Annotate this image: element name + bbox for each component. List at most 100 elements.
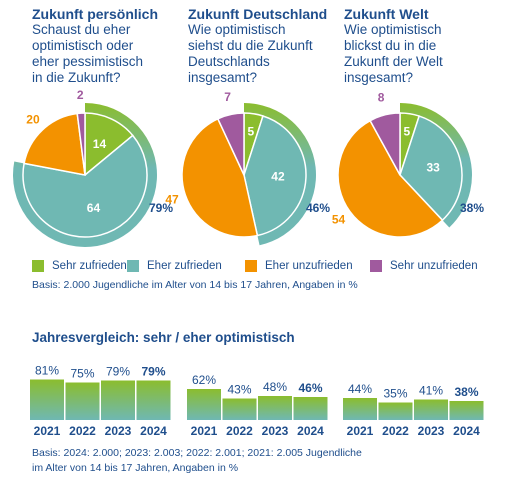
question-line: Zukunft der Welt: [344, 54, 443, 69]
slice-value-label: 33: [427, 161, 441, 175]
bar: [65, 382, 100, 420]
question-line: Deutschlands: [188, 54, 270, 69]
bar-value-label: 79%: [106, 365, 130, 379]
slice-value-label: 2: [77, 88, 84, 102]
bar: [378, 402, 413, 420]
bar: [449, 401, 484, 420]
slice-eher-zufrieden: [399, 115, 463, 222]
slice-eher-unzufrieden: [23, 112, 86, 176]
year-tick-label: 2022: [382, 424, 409, 438]
year-tick-label: 2021: [34, 424, 61, 438]
bar-value-label: 62%: [192, 373, 216, 387]
bar-value-label: 38%: [454, 385, 478, 399]
slice-sehr-zufrieden: [84, 112, 134, 177]
year-tick-label: 2023: [105, 424, 132, 438]
legend-swatch: [370, 260, 382, 272]
year-tick-label: 2022: [69, 424, 96, 438]
bar-value-label: 48%: [263, 380, 287, 394]
slice-eher-unzufrieden: [181, 117, 259, 238]
bar: [136, 380, 171, 420]
question-line: siehst du die Zukunft: [188, 38, 313, 53]
legend-swatch: [245, 260, 257, 272]
slice-value-label: 8: [378, 90, 385, 104]
slice-sehr-unzufrieden: [216, 112, 245, 176]
slice-value-label: 54: [332, 213, 346, 227]
legend-label: Sehr unzufrieden: [390, 260, 478, 272]
legend-item-eher-unzufrieden: Eher unzufrieden: [245, 260, 370, 272]
question-line: in die Zukunft?: [32, 70, 121, 85]
column-title: Zukunft persönlich: [32, 6, 158, 22]
slice-sehr-unzufrieden: [76, 112, 86, 176]
bar: [222, 398, 257, 420]
column-header-deutschland: Zukunft Deutschland Wie optimistisch sie…: [188, 6, 327, 86]
legend-label: Sehr zufrieden: [52, 260, 127, 272]
question-line: optimistisch oder: [32, 38, 134, 53]
slice-value-label: 64: [87, 201, 101, 215]
bar: [343, 398, 377, 420]
legend-item-sehr-zufrieden: Sehr zufrieden: [32, 260, 127, 272]
year-tick-label: 2024: [297, 424, 324, 438]
question-line: Wie optimistisch: [188, 22, 286, 37]
bar: [414, 399, 448, 420]
slice-value-label: 47: [165, 192, 179, 206]
basis-note-top: Basis: 2.000 Jugendliche im Alter von 14…: [32, 279, 358, 291]
column-header-welt: Zukunft Welt Wie optimistisch blickst du…: [344, 6, 443, 86]
basis-note-bottom: Basis: 2024: 2.000; 2023: 2.003; 2022: 2…: [32, 446, 362, 476]
column-header-persoenlich: Zukunft persönlich Schaust du eher optim…: [32, 6, 158, 86]
slice-value-label: 5: [404, 125, 411, 139]
bar-value-label: 35%: [383, 387, 407, 401]
bar: [30, 379, 64, 420]
year-tick-label: 2021: [191, 424, 218, 438]
basis-line: Basis: 2024: 2.000; 2023: 2.003; 2022: 2…: [32, 447, 362, 459]
question-line: blickst du in die: [344, 38, 437, 53]
bar: [187, 389, 221, 420]
legend-label: Eher unzufrieden: [265, 260, 353, 272]
question-line: eher pessimistisch: [32, 54, 144, 69]
bar-value-label: 81%: [35, 364, 59, 378]
basis-line: im Alter von 14 bis 17 Jahren, Angaben i…: [32, 462, 239, 474]
column-question: Wie optimistisch blickst du in die Zukun…: [344, 22, 443, 86]
pie-chart: 14 64 20 2 79%: [13, 88, 173, 247]
section-title: Jahresvergleich: sehr / eher optimistisc…: [32, 330, 295, 345]
bar-value-label: 46%: [298, 381, 322, 395]
bar: [258, 396, 292, 420]
slice-eher-zufrieden: [22, 134, 148, 238]
slice-eher-zufrieden: [243, 115, 307, 237]
optimism-ring: [400, 103, 472, 228]
bar-value-label: 41%: [419, 384, 443, 398]
slice-value-label: 7: [224, 90, 231, 104]
question-line: Wie optimistisch: [344, 22, 442, 37]
legend-swatch: [127, 260, 139, 272]
bar-group: 44% 2021 35% 2022 41% 2023 38% 2024: [343, 382, 484, 438]
legend-item-sehr-unzufrieden: Sehr unzufrieden: [370, 260, 478, 272]
optimism-ring: [244, 103, 316, 246]
year-tick-label: 2021: [347, 424, 374, 438]
optimism-total-label: 79%: [149, 201, 173, 215]
legend-item-eher-zufrieden: Eher zufrieden: [127, 260, 245, 272]
question-line: Schaust du eher: [32, 22, 131, 37]
slice-value-label: 14: [93, 137, 107, 151]
column-question: Wie optimistisch siehst du die Zukunft D…: [188, 22, 327, 86]
year-tick-label: 2023: [418, 424, 445, 438]
year-tick-label: 2023: [262, 424, 289, 438]
question-line: insgesamt?: [344, 70, 414, 85]
bar-group: 62% 2021 43% 2022 48% 2023 46% 2024: [187, 373, 328, 438]
pie-chart: 5 42 47 7 46%: [165, 90, 330, 246]
year-tick-label: 2024: [453, 424, 480, 438]
bar: [101, 380, 135, 420]
year-tick-label: 2024: [140, 424, 167, 438]
column-title: Zukunft Deutschland: [188, 6, 328, 22]
optimism-total-label: 38%: [460, 201, 484, 215]
bar-value-label: 79%: [141, 365, 165, 379]
bar: [293, 397, 328, 420]
column-question: Schaust du eher optimistisch oder eher p…: [32, 22, 158, 86]
year-tick-label: 2022: [226, 424, 253, 438]
bar-group: 81% 2021 75% 2022 79% 2023 79% 2024: [30, 364, 171, 438]
legend-swatch: [32, 260, 44, 272]
optimism-total-label: 46%: [306, 201, 330, 215]
slice-value-label: 5: [247, 125, 254, 139]
legend: Sehr zufrieden Eher zufrieden Eher unzuf…: [32, 260, 478, 272]
column-title: Zukunft Welt: [344, 6, 429, 22]
bar-value-label: 44%: [348, 382, 372, 396]
